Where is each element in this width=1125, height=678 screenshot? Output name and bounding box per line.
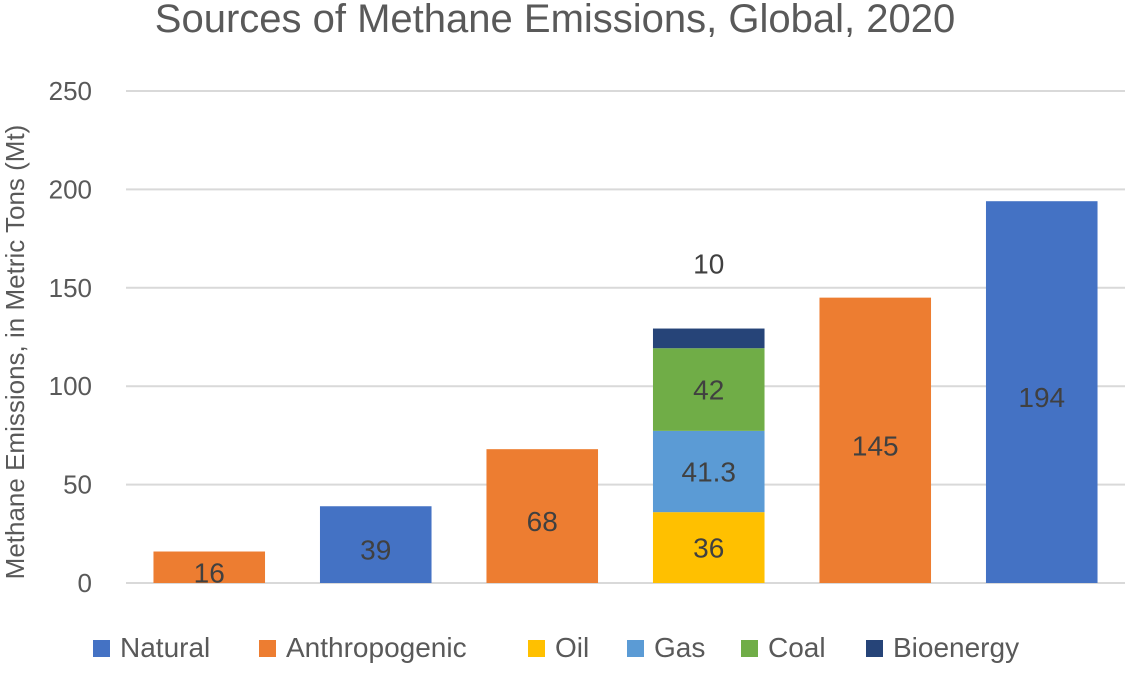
- data-label: 42: [693, 375, 724, 406]
- data-label: 145: [852, 430, 899, 461]
- data-label: 41.3: [682, 457, 737, 488]
- data-label: 68: [527, 506, 558, 537]
- data-label: 10: [693, 249, 724, 280]
- y-tick-label: 100: [49, 371, 92, 401]
- legend-swatch-gas: [627, 640, 644, 657]
- bar-segment-anthropogenic: [153, 551, 266, 583]
- data-label: 194: [1018, 382, 1065, 413]
- bar-segment-natural: [319, 506, 432, 583]
- chart-title: Sources of Methane Emissions, Global, 20…: [155, 0, 955, 41]
- bar-segment-bioenergy: [652, 328, 765, 349]
- legend-label-coal: Coal: [768, 632, 826, 663]
- data-label: 39: [360, 535, 391, 566]
- legend-label-oil: Oil: [555, 632, 589, 663]
- legend-swatch-anthropogenic: [259, 640, 276, 657]
- bar-segment-coal: [652, 348, 765, 431]
- bar-segment-oil: [652, 512, 765, 583]
- bars: [153, 201, 1098, 583]
- legend: Natural Anthropogenic Oil Gas Coal Bioenergy: [93, 632, 1019, 663]
- y-tick-label: 200: [49, 174, 92, 204]
- y-tick-label: 150: [49, 273, 92, 303]
- legend-swatch-oil: [528, 640, 545, 657]
- legend-label-bioenergy: Bioenergy: [893, 632, 1019, 663]
- data-label: 16: [194, 557, 225, 588]
- legend-swatch-coal: [741, 640, 758, 657]
- legend-swatch-natural: [93, 640, 110, 657]
- bar-segment-gas: [652, 430, 765, 513]
- legend-label-anthropogenic: Anthropogenic: [286, 632, 467, 663]
- y-tick-label: 250: [49, 76, 92, 106]
- gridlines: [126, 90, 1125, 584]
- y-tick-label: 0: [78, 568, 92, 598]
- y-axis-ticks: 0 50 100 150 200 250: [49, 76, 92, 598]
- data-label: 36: [693, 533, 724, 564]
- legend-label-natural: Natural: [120, 632, 210, 663]
- data-labels: 16 39 68 36 41.3 42 10 145 194: [194, 249, 1065, 589]
- legend-swatch-bioenergy: [866, 640, 883, 657]
- bar-segment-anthropogenic: [819, 297, 932, 583]
- bar-segment-anthropogenic: [486, 449, 599, 583]
- y-tick-label: 50: [63, 470, 92, 500]
- bar-segment-natural: [985, 201, 1098, 583]
- y-axis-label: Methane Emissions, in Metric Tons (Mt): [0, 125, 30, 580]
- legend-label-gas: Gas: [654, 632, 705, 663]
